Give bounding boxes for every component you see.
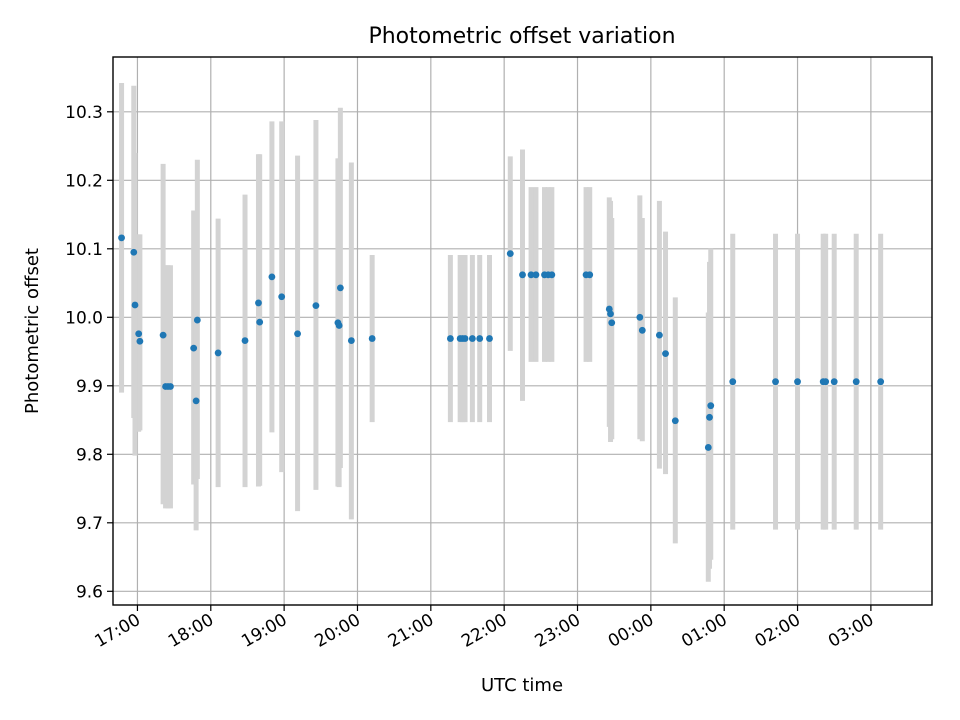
x-tick-label: 19:00 [238, 610, 290, 652]
data-points [118, 234, 885, 451]
data-point [506, 250, 514, 257]
x-tick-label: 21:00 [385, 610, 437, 652]
data-point [312, 302, 320, 310]
data-point [347, 337, 355, 344]
data-point [671, 417, 679, 425]
data-point [830, 378, 838, 386]
x-tick-label: 22:00 [458, 610, 510, 652]
y-tick-label: 9.7 [76, 514, 103, 534]
data-point [214, 349, 222, 357]
data-point [136, 337, 144, 345]
x-tick-label: 02:00 [752, 610, 804, 652]
data-point [131, 301, 139, 309]
chart-title: Photometric offset variation [368, 24, 675, 49]
data-point [192, 397, 200, 405]
y-tick-label: 10.0 [65, 308, 103, 328]
data-point [256, 318, 264, 326]
data-point [241, 337, 249, 344]
data-point [268, 273, 276, 281]
x-tick-label: 03:00 [825, 610, 877, 652]
data-point [877, 378, 885, 386]
data-point [255, 299, 262, 307]
data-point [368, 335, 376, 342]
data-point [519, 271, 526, 279]
plot-frame [112, 56, 933, 606]
data-point [707, 402, 715, 410]
data-point [159, 331, 167, 339]
x-tick-label: 20:00 [312, 610, 364, 652]
error-bars [119, 83, 884, 582]
data-point [656, 331, 663, 339]
data-point [130, 248, 138, 256]
data-point [278, 293, 286, 301]
x-tick-label: 23:00 [532, 610, 584, 652]
x-tick-label: 00:00 [605, 610, 657, 652]
data-point [704, 444, 712, 451]
data-point [586, 271, 594, 279]
data-point [532, 271, 540, 279]
data-point [476, 335, 484, 342]
data-point [608, 319, 616, 327]
data-point [706, 413, 713, 421]
data-point [729, 378, 737, 386]
x-axis-label: UTC time [481, 675, 563, 696]
y-tick-label: 10.1 [65, 240, 103, 260]
data-point [852, 378, 860, 386]
data-point [772, 378, 779, 386]
data-point [527, 271, 535, 279]
data-point [446, 335, 454, 342]
data-point [294, 330, 301, 338]
y-tick-label: 10.2 [65, 171, 103, 191]
x-tick-label: 18:00 [165, 610, 217, 652]
y-tick-label: 9.8 [76, 445, 103, 465]
data-point [118, 234, 125, 242]
data-point [336, 284, 344, 292]
data-point [468, 335, 476, 342]
data-point [190, 344, 198, 352]
data-point [638, 326, 646, 334]
data-point [461, 335, 469, 342]
data-point [193, 316, 201, 324]
y-tick-label: 10.3 [65, 103, 103, 123]
data-point [662, 350, 669, 358]
data-point [822, 378, 830, 386]
data-point [548, 271, 556, 279]
data-point [607, 310, 614, 318]
y-axis-label: Photometric offset [22, 248, 43, 414]
y-tick-label: 9.9 [76, 377, 103, 397]
data-point [135, 330, 143, 338]
y-tick-label: 9.6 [76, 582, 103, 602]
x-tick-label: 17:00 [92, 610, 144, 652]
data-point [636, 313, 644, 321]
data-point [167, 383, 174, 390]
data-point [486, 335, 493, 342]
data-point [794, 378, 801, 386]
x-tick-label: 01:00 [678, 610, 730, 652]
data-point [335, 322, 343, 329]
